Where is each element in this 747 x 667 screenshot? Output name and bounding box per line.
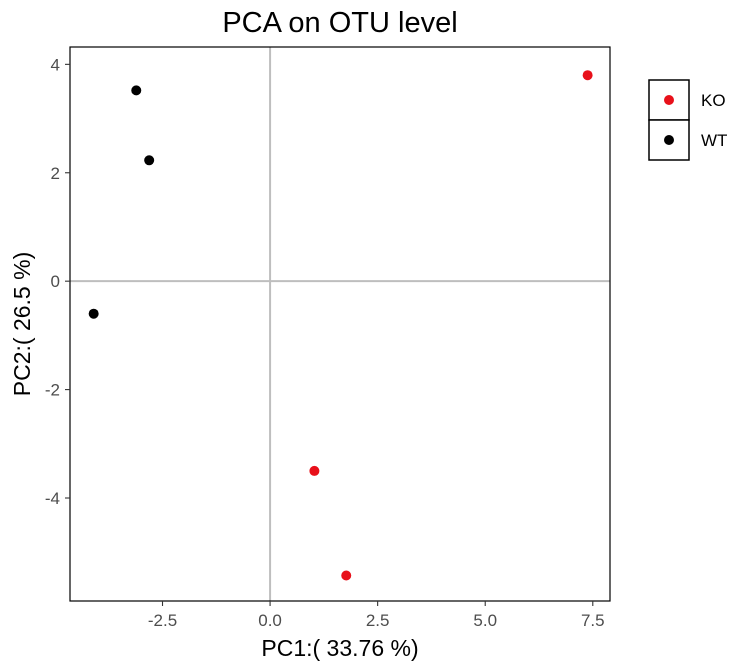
x-tick-label: 0.0 (258, 611, 282, 630)
legend-label-ko: KO (701, 91, 726, 110)
y-axis-label: PC2:( 26.5 %) (9, 252, 35, 396)
x-tick-label: 2.5 (366, 611, 390, 630)
zero-lines (70, 47, 610, 601)
data-point-wt (131, 85, 142, 96)
x-tick-label: 5.0 (473, 611, 497, 630)
chart-title: PCA on OTU level (222, 7, 457, 39)
y-tick-label: -2 (45, 381, 60, 400)
x-axis-ticks: -2.5 0.0 2.5 5.0 7.5 (148, 601, 605, 630)
data-point-ko (309, 465, 320, 476)
y-tick-label: -4 (45, 489, 60, 508)
y-tick-label: 0 (51, 272, 60, 291)
data-points (88, 70, 593, 581)
y-tick-label: 2 (51, 164, 60, 183)
data-point-wt (88, 308, 99, 319)
legend-label-wt: WT (701, 131, 727, 150)
x-tick-label: 7.5 (581, 611, 605, 630)
y-tick-label: 4 (51, 55, 60, 74)
x-tick-label: -2.5 (148, 611, 177, 630)
legend-marker-ko (664, 95, 674, 105)
data-point-wt (144, 155, 155, 166)
x-axis-label: PC1:( 33.76 %) (261, 635, 418, 661)
y-axis-ticks: 4 2 0 -2 -4 (45, 55, 70, 508)
data-point-ko (582, 70, 593, 81)
legend: KO WT (648, 79, 727, 161)
plot-border (69, 46, 611, 602)
data-point-ko (341, 570, 352, 581)
legend-marker-wt (664, 135, 674, 145)
